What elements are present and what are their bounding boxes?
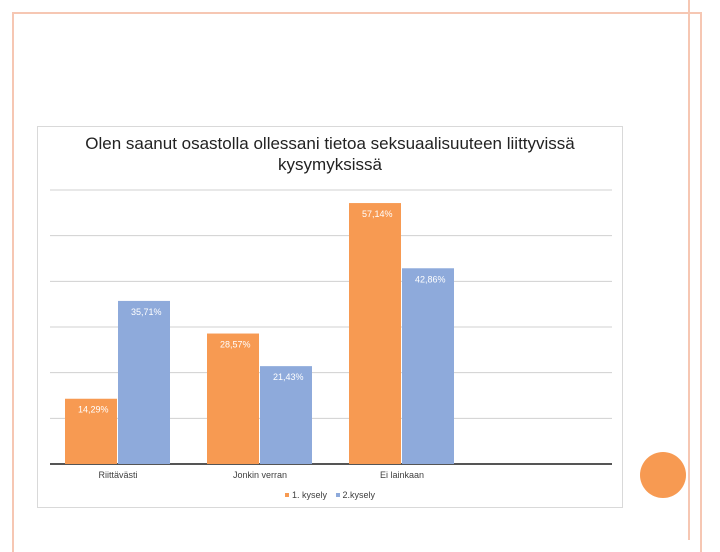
slide-frame-right — [688, 0, 702, 540]
legend-label-series-1: 1. kysely — [291, 490, 327, 500]
category-label-1: Riittävästi — [98, 470, 137, 480]
data-label-2-3: 42,86% — [415, 274, 446, 284]
bar-chart: 14,29% 35,71% Riittävästi 28,57% 21,43% Jonki… — [50, 189, 612, 480]
bar-1-1 — [65, 398, 117, 464]
data-label-2-2: 21,43% — [273, 372, 304, 382]
bar-2-1 — [118, 300, 170, 464]
data-label-2-1: 35,71% — [131, 307, 162, 317]
legend-item-series-2: 2.kysely — [335, 490, 376, 500]
data-label-1-3: 57,14% — [362, 209, 393, 219]
bar-2-2 — [260, 366, 312, 464]
legend-label-series-2: 2.kysely — [342, 490, 376, 500]
category-label-2: Jonkin verran — [233, 470, 287, 480]
accent-circle — [640, 452, 686, 498]
legend-item-series-1: 1. kysely — [284, 490, 327, 500]
slide-frame — [12, 12, 702, 552]
bar-1-3 — [349, 203, 401, 464]
chart-title: Olen saanut osastolla ollessani tietoa s… — [85, 134, 575, 174]
legend-swatch-series-2 — [335, 493, 340, 497]
category-label-3: Ei lainkaan — [380, 470, 424, 480]
bar-1-2 — [207, 333, 259, 464]
legend-swatch-series-1 — [284, 493, 289, 497]
bar-2-3 — [402, 268, 454, 464]
data-label-1-1: 14,29% — [78, 405, 109, 415]
data-label-1-2: 28,57% — [220, 340, 251, 350]
chart-legend: 1. kysely 2.kysely — [37, 489, 623, 500]
